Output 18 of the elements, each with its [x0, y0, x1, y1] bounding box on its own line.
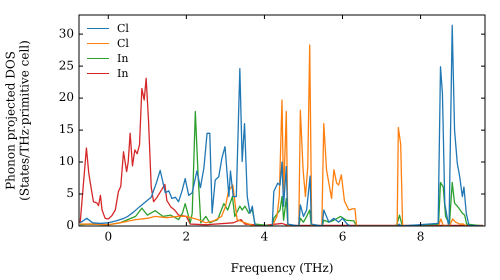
- y-tick-label: 30: [58, 26, 74, 40]
- y-axis-title: Phonon projected DOS (States/THz·primitive cell): [3, 40, 32, 201]
- x-tick-label: 2: [182, 229, 190, 244]
- y-tick-label: 10: [58, 154, 74, 168]
- y-tick-label: 0: [66, 218, 74, 232]
- x-tick-label: 0: [104, 229, 112, 244]
- x-axis-title: Frequency (THz): [230, 260, 334, 275]
- y-tick-label: 5: [66, 186, 74, 200]
- x-tick-label: 8: [416, 229, 424, 244]
- y-tick-label: 20: [58, 90, 74, 104]
- y-tick-label: 25: [58, 58, 74, 72]
- legend-label: In: [117, 51, 128, 66]
- x-tick-label: 6: [338, 229, 346, 244]
- legend-label: Cl: [117, 21, 129, 36]
- y-tick-label: 15: [58, 122, 74, 136]
- legend-label: In: [117, 66, 128, 81]
- legend-label: Cl: [117, 36, 129, 51]
- x-tick-label: 4: [260, 229, 269, 244]
